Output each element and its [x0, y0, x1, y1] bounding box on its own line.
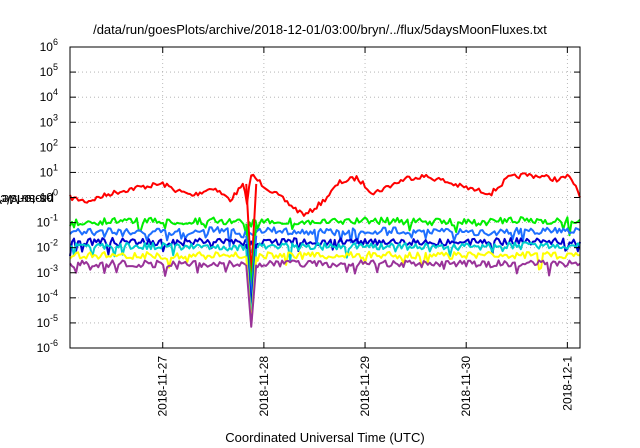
series-line: [69, 216, 581, 238]
x-tick-label: 2018-11-28: [257, 356, 271, 417]
x-tick-label: 2018-12-1: [560, 356, 574, 411]
series-dip: [245, 264, 258, 328]
y-tick-label: 101: [40, 162, 58, 179]
x-tick-labels: 2018-11-27 2018-11-28 2018-11-29 2018-11-30…: [156, 356, 575, 417]
y-tick-label: 10-2: [37, 238, 58, 255]
series-line: [69, 250, 581, 271]
series-line: [69, 241, 581, 262]
y-tick-label: 106: [40, 37, 58, 54]
y-tick-label: 103: [40, 112, 58, 129]
y-tick-label: 10-4: [37, 288, 58, 305]
dip-layer: [245, 183, 258, 328]
series-line: [69, 259, 581, 277]
x-tick-label: 2018-11-30: [459, 356, 473, 417]
x-axis-label: Coordinated Universal Time (UTC): [225, 430, 425, 445]
tick-marks: [70, 46, 580, 349]
series-line: [69, 226, 581, 248]
y-tick-label: 104: [40, 87, 58, 104]
x-tick-label: 2018-11-27: [156, 356, 170, 417]
series-line: [69, 172, 581, 217]
x-tick-label: 2018-11-29: [358, 356, 372, 417]
y-tick-label: 10-5: [37, 313, 58, 330]
y-tick-label: 10-3: [37, 263, 58, 280]
gridlines: [70, 47, 580, 348]
chart-title: /data/run/goesPlots/archive/2018-12-01/0…: [93, 22, 547, 37]
series-layer: [69, 172, 581, 277]
y-tick-label: 102: [40, 137, 58, 154]
y-tick-labels: 10-610-510-410-310-210-11001011021031041…: [37, 37, 58, 355]
series-line: [69, 236, 581, 257]
y-tick-label: 10-6: [37, 338, 58, 355]
y-tick-label: 105: [40, 62, 58, 79]
y-tick-label: 10-1: [37, 213, 58, 230]
